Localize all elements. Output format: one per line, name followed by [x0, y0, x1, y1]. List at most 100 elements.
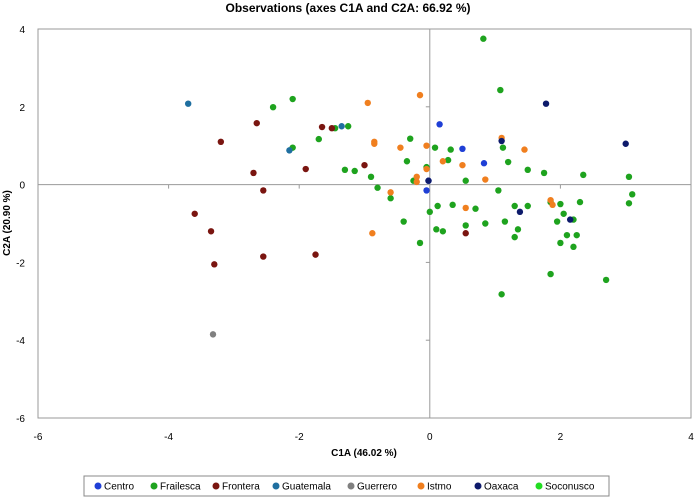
point-frailesca: [449, 201, 456, 209]
point-istmo: [413, 178, 420, 186]
legend-marker-guerrero: [347, 482, 355, 490]
point-frailesca: [602, 276, 610, 284]
y-tick-label: 4: [19, 25, 25, 36]
point-frailesca: [501, 218, 509, 225]
x-tick-label: -6: [34, 432, 43, 443]
point-istmo: [397, 144, 404, 151]
legend-marker-frontera: [212, 482, 220, 490]
legend-marker-frailesca: [150, 482, 158, 490]
point-frailesca: [499, 144, 507, 151]
y-axis-title: C2A (20.90 %): [2, 190, 13, 256]
point-frailesca: [557, 200, 564, 208]
legend-label-istmo: Istmo: [427, 482, 452, 493]
point-oaxaca: [566, 216, 574, 223]
point-frailesca: [344, 123, 352, 130]
point-frailesca: [289, 95, 296, 103]
point-frailesca: [540, 169, 548, 177]
y-tick-label: -2: [16, 258, 25, 269]
point-frailesca: [434, 202, 441, 210]
point-frailesca: [625, 200, 633, 207]
point-istmo: [462, 204, 469, 212]
point-frailesca: [560, 210, 567, 217]
point-frailesca: [407, 135, 414, 142]
point-centro: [423, 187, 430, 194]
point-frailesca: [416, 239, 424, 247]
point-istmo: [423, 142, 430, 149]
axes-layer: [38, 29, 691, 418]
point-frontera: [207, 228, 215, 235]
point-frailesca: [524, 202, 531, 210]
point-istmo: [371, 140, 378, 147]
point-frailesca: [524, 166, 531, 174]
point-frailesca: [514, 226, 522, 233]
legend-marker-guatemala: [272, 482, 280, 490]
point-istmo: [364, 99, 371, 107]
point-istmo: [413, 173, 420, 181]
point-frailesca: [431, 144, 439, 151]
y-tick-label: -6: [16, 414, 25, 425]
point-frailesca: [497, 86, 504, 94]
point-frontera: [361, 161, 368, 169]
legend-label-centro: Centro: [104, 482, 134, 493]
point-frailesca: [351, 167, 358, 175]
y-tick-label: 0: [19, 181, 25, 192]
point-frailesca: [580, 171, 587, 179]
data-points: [184, 35, 636, 338]
legend-label-oaxaca: Oaxaca: [484, 482, 519, 493]
point-oaxaca: [425, 177, 432, 184]
point-frailesca: [472, 205, 479, 212]
point-frontera: [302, 165, 309, 173]
legend-label-guatemala: Guatemala: [282, 482, 331, 493]
point-centro: [459, 145, 466, 153]
x-tick-label: 2: [558, 432, 564, 443]
legend-label-guerrero: Guerrero: [357, 482, 397, 493]
point-frontera: [211, 261, 218, 268]
plot-area: [37, 28, 692, 419]
point-frontera: [260, 187, 267, 194]
point-frailesca: [426, 208, 433, 216]
x-tick-label: -4: [164, 432, 173, 443]
point-frailesca: [576, 198, 584, 206]
x-axis-title: C1A (46.02 %): [331, 448, 397, 459]
point-frailesca: [498, 291, 505, 298]
point-oaxaca: [498, 137, 505, 145]
point-frailesca: [547, 270, 554, 278]
point-frailesca: [482, 220, 489, 227]
point-frailesca: [495, 187, 502, 194]
point-istmo: [369, 230, 376, 237]
point-frontera: [312, 251, 319, 258]
point-frailesca: [387, 195, 394, 202]
point-frailesca: [315, 135, 322, 143]
point-frontera: [217, 138, 225, 146]
point-guatemala: [286, 147, 293, 154]
point-istmo: [439, 158, 447, 165]
x-tick-label: 0: [427, 432, 433, 443]
point-frailesca: [374, 184, 381, 191]
point-istmo: [521, 146, 528, 153]
point-frailesca: [367, 173, 375, 181]
point-istmo: [549, 201, 556, 209]
point-frailesca: [573, 231, 580, 239]
x-tick-label: -2: [295, 432, 304, 443]
point-guatemala: [338, 123, 345, 130]
point-frailesca: [563, 231, 571, 239]
legend-marker-istmo: [417, 482, 425, 490]
point-frailesca: [629, 191, 636, 198]
point-istmo: [459, 161, 466, 169]
point-istmo: [416, 91, 424, 99]
point-frailesca: [462, 177, 469, 184]
point-frontera: [191, 210, 198, 217]
legend-label-frailesca: Frailesca: [160, 482, 201, 493]
legend: Centro Frailesca Frontera Guatemala Guerrero…: [94, 482, 595, 493]
point-frailesca: [447, 146, 454, 153]
legend-label-frontera: Frontera: [222, 482, 260, 493]
point-frailesca: [511, 202, 518, 210]
point-frailesca: [433, 226, 440, 233]
point-frailesca: [557, 239, 564, 247]
point-frailesca: [504, 158, 512, 166]
point-oaxaca: [622, 140, 629, 147]
chart-title: Observations (axes C1A and C2A: 66.92 %): [226, 1, 471, 15]
point-frailesca: [462, 222, 469, 229]
point-frailesca: [403, 158, 411, 165]
